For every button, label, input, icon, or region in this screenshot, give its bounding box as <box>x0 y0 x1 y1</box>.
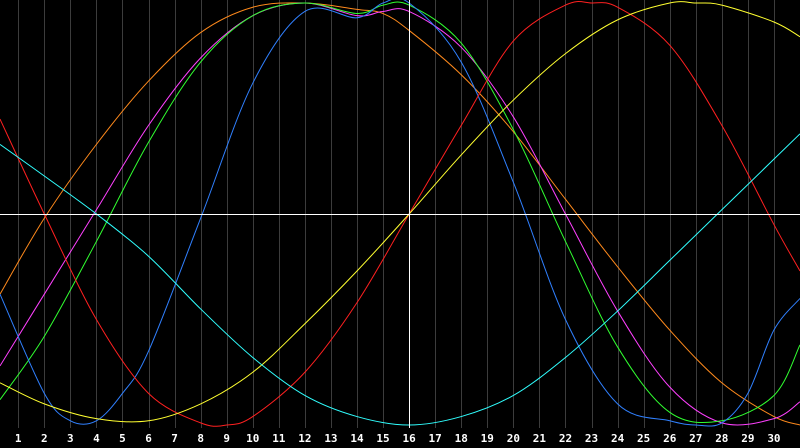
x-tick-label-14: 14 <box>350 432 364 445</box>
x-tick-label-15: 15 <box>376 432 389 445</box>
x-tick-label-17: 17 <box>429 432 442 445</box>
x-tick-label-16: 16 <box>402 432 416 445</box>
x-tick-label-3: 3 <box>67 432 74 445</box>
x-tick-label-8: 8 <box>197 432 204 445</box>
x-tick-label-4: 4 <box>93 432 100 445</box>
x-tick-label-26: 26 <box>663 432 677 445</box>
x-tick-label-27: 27 <box>689 432 702 445</box>
series-line-6 <box>0 1 800 423</box>
series-lines <box>0 0 800 427</box>
x-tick-label-11: 11 <box>272 432 286 445</box>
series-line-3 <box>0 1 800 424</box>
x-tick-label-13: 13 <box>324 432 337 445</box>
x-tick-label-5: 5 <box>119 432 126 445</box>
x-tick-label-23: 23 <box>585 432 598 445</box>
x-tick-label-29: 29 <box>741 432 754 445</box>
x-tick-label-20: 20 <box>507 432 520 445</box>
series-line-4 <box>0 0 800 427</box>
x-tick-label-30: 30 <box>767 432 780 445</box>
x-tick-label-19: 19 <box>481 432 494 445</box>
x-tick-label-21: 21 <box>533 432 547 445</box>
series-line-5 <box>0 1 800 427</box>
x-tick-label-7: 7 <box>171 432 178 445</box>
x-tick-label-25: 25 <box>637 432 650 445</box>
x-tick-label-6: 6 <box>145 432 152 445</box>
x-tick-label-9: 9 <box>223 432 230 445</box>
x-tick-label-28: 28 <box>715 432 728 445</box>
series-line-1 <box>0 2 800 426</box>
x-tick-label-24: 24 <box>611 432 625 445</box>
x-tick-labels: 1 2 3 4 5 6 7 8 9 10 11 12 13 14 15 16 17 18 19 20 21 22 23 24 2… <box>15 432 781 445</box>
x-tick-label-12: 12 <box>298 432 311 445</box>
crosshair-axes <box>0 0 800 428</box>
x-tick-label-2: 2 <box>41 432 48 445</box>
x-tick-label-18: 18 <box>455 432 468 445</box>
series-line-2 <box>0 2 800 426</box>
x-tick-label-1: 1 <box>15 432 22 445</box>
series-line-7 <box>0 133 800 426</box>
x-tick-label-22: 22 <box>559 432 572 445</box>
x-tick-label-10: 10 <box>246 432 259 445</box>
